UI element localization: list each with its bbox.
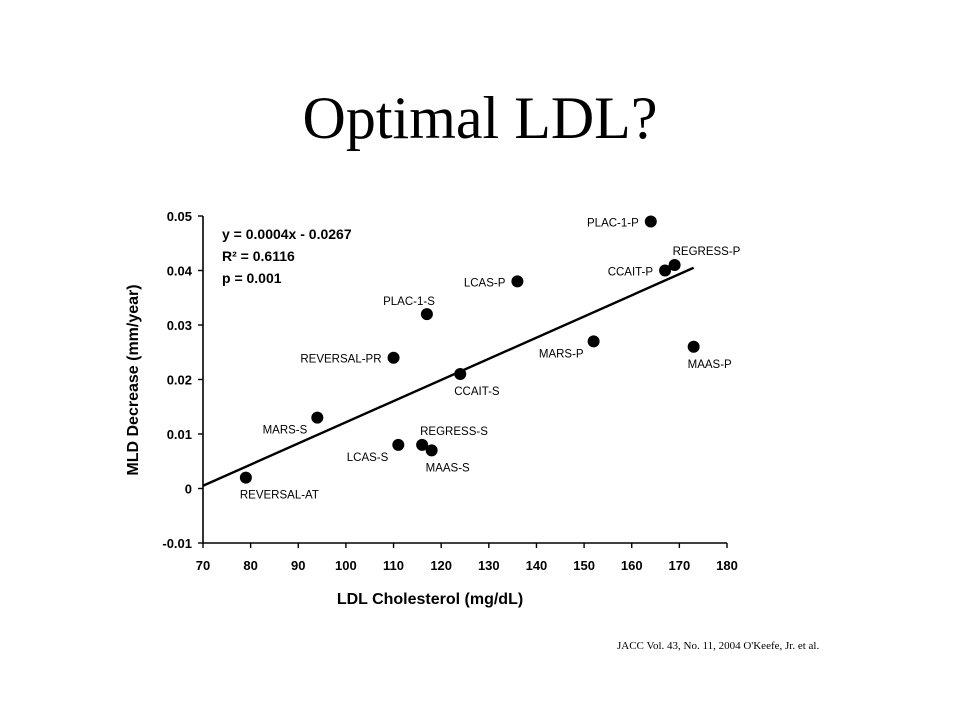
- data-point: [659, 264, 672, 277]
- x-tick-label: 170: [669, 558, 691, 573]
- y-axis-ticks: 0.05 0.04 0.03 0.02 0.01 0 -0.01: [162, 209, 203, 551]
- y-axis-title: MLD Decrease (mm/year): [125, 284, 142, 475]
- point-label: REGRESS-P: [673, 246, 741, 258]
- point-label: PLAC-1-S: [383, 296, 435, 308]
- data-point: [420, 308, 433, 321]
- y-tick-label: 0.03: [167, 318, 192, 333]
- data-point: [416, 438, 429, 451]
- data-point: [511, 275, 524, 288]
- y-tick-label: 0.05: [167, 209, 192, 224]
- data-point: [454, 368, 467, 381]
- point-label: CCAIT-S: [454, 386, 500, 398]
- x-tick-label: 140: [526, 558, 548, 573]
- x-tick-label: 80: [243, 558, 257, 573]
- trend-line: [202, 266, 695, 487]
- data-point: [239, 471, 252, 484]
- point-label: MARS-P: [539, 348, 584, 360]
- x-tick-label: 130: [478, 558, 500, 573]
- x-tick-label: 70: [196, 558, 210, 573]
- y-tick-label: -0.01: [162, 536, 192, 551]
- data-point: [425, 444, 438, 457]
- point-label: MAAS-P: [688, 359, 732, 371]
- regression-annotation: y = 0.0004x - 0.0267 R² = 0.6116 p = 0.001: [222, 226, 352, 286]
- point-label: MARS-S: [263, 425, 308, 437]
- citation: JACC Vol. 43, No. 11, 2004 O'Keefe, Jr. …: [617, 640, 820, 652]
- x-tick-label: 100: [335, 558, 357, 573]
- data-point: [687, 340, 700, 353]
- data-point: [668, 259, 681, 272]
- point-label: LCAS-P: [464, 277, 506, 289]
- y-tick-label: 0: [185, 482, 192, 497]
- annotation-line: p = 0.001: [222, 270, 282, 286]
- point-label: MAAS-S: [426, 462, 470, 474]
- point-label: REVERSAL-AT: [240, 490, 319, 502]
- data-point: [311, 411, 324, 424]
- data-point: [644, 215, 657, 228]
- annotation-line: y = 0.0004x - 0.0267: [222, 226, 352, 242]
- point-label: LCAS-S: [347, 452, 389, 464]
- data-point: [387, 351, 400, 364]
- x-tick-label: 110: [383, 558, 404, 573]
- point-label: REVERSAL-PR: [300, 354, 381, 366]
- y-tick-label: 0.02: [167, 373, 192, 388]
- data-point: [587, 335, 600, 348]
- point-label: CCAIT-P: [608, 267, 654, 279]
- data-point: [392, 438, 405, 451]
- x-tick-label: 160: [621, 558, 643, 573]
- x-tick-label: 150: [573, 558, 595, 573]
- x-tick-label: 90: [291, 558, 305, 573]
- annotation-line: R² = 0.6116: [222, 248, 295, 264]
- x-axis-title: LDL Cholesterol (mg/dL): [337, 591, 523, 608]
- point-label: PLAC-1-P: [587, 217, 639, 229]
- x-axis-ticks: 70 80 90 100 110 120 130 140 150 160 170 180: [196, 543, 738, 573]
- y-tick-label: 0.01: [167, 427, 192, 442]
- x-tick-label: 180: [716, 558, 738, 573]
- point-label: REGRESS-S: [420, 426, 488, 438]
- slide-title: Optimal LDL?: [302, 85, 658, 151]
- y-tick-label: 0.04: [167, 264, 193, 279]
- x-tick-label: 120: [430, 558, 452, 573]
- data-points: REVERSAL-AT MARS-S REVERSAL-PR LCAS-S REGRES…: [239, 215, 741, 502]
